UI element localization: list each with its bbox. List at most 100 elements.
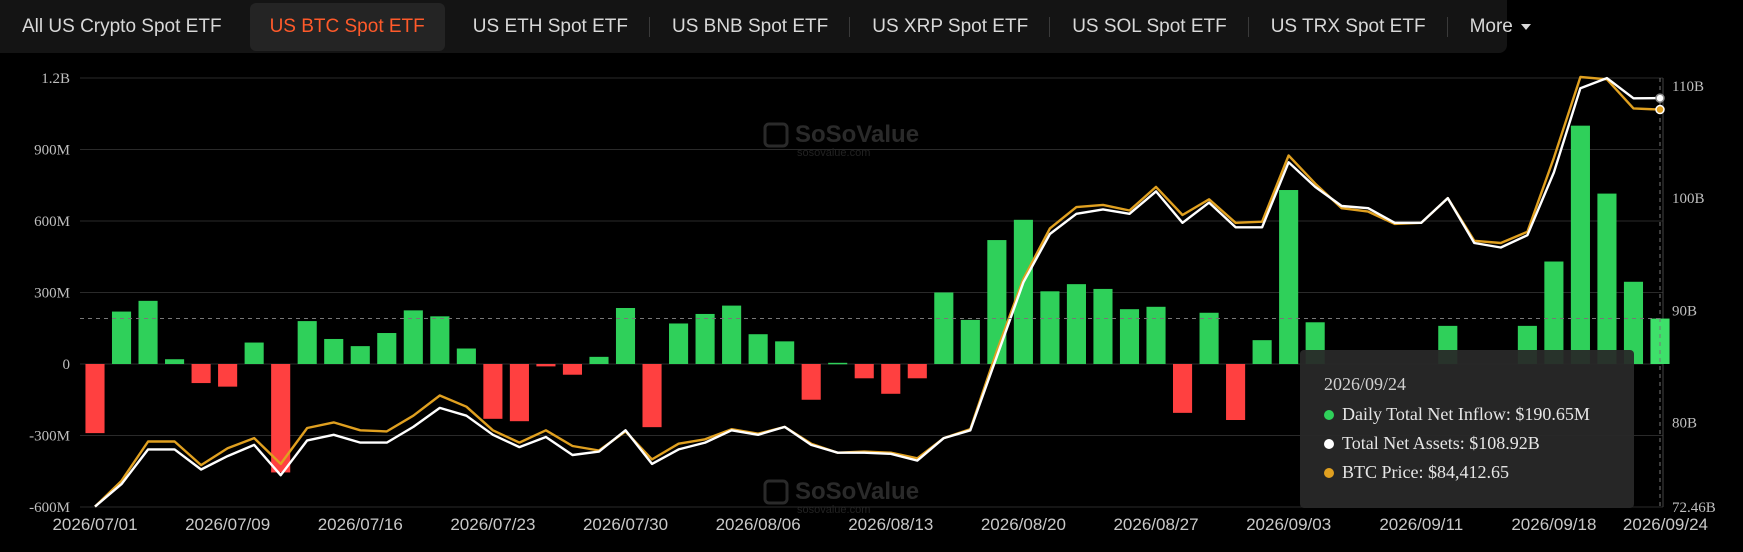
left-axis-tick: 600M: [34, 214, 70, 230]
more-dropdown[interactable]: More: [1448, 3, 1553, 51]
tab-us-bnb-spot-etf[interactable]: US BNB Spot ETF: [650, 3, 851, 51]
bar-19[interactable]: [589, 356, 609, 364]
bar-15[interactable]: [483, 364, 503, 419]
right-axis-tick: 72.46B: [1672, 500, 1716, 516]
x-axis-tick: 2026/09/03: [1246, 515, 1331, 534]
bar-55[interactable]: [1544, 261, 1564, 364]
inflow-dot-icon: [1324, 409, 1334, 420]
bar-28[interactable]: [828, 362, 848, 365]
bar-43[interactable]: [1226, 364, 1246, 421]
bar-0[interactable]: [85, 364, 105, 434]
tab-us-btc-spot-etf[interactable]: US BTC Spot ETF: [249, 2, 445, 51]
watermark-brand: SoSoValue: [795, 121, 919, 148]
watermark-site: sosovalue.com: [797, 504, 870, 516]
bar-17[interactable]: [536, 364, 556, 367]
bar-25[interactable]: [748, 334, 768, 364]
bar-33[interactable]: [960, 319, 980, 364]
bar-series: [85, 125, 1670, 473]
bar-24[interactable]: [722, 305, 742, 364]
bar-3[interactable]: [165, 359, 185, 364]
right-axis-tick: 90B: [1672, 303, 1697, 319]
bar-56[interactable]: [1570, 125, 1590, 365]
tab-us-eth-spot-etf[interactable]: US ETH Spot ETF: [451, 3, 651, 51]
x-axis-tick: 2026/08/06: [716, 515, 801, 534]
bar-32[interactable]: [934, 292, 954, 365]
tooltip-price-text: BTC Price: $84,412.65: [1342, 462, 1509, 482]
tab-all-us-crypto-spot-etf[interactable]: All US Crypto Spot ETF: [22, 15, 222, 37]
bar-41[interactable]: [1172, 364, 1193, 413]
tab-us-trx-spot-etf[interactable]: US TRX Spot ETF: [1249, 3, 1448, 51]
bar-22[interactable]: [669, 323, 689, 364]
chart-tooltip: 2026/09/24 Daily Total Net Inflow: $190.…: [1300, 350, 1634, 508]
x-axis-tick: 2026/07/09: [185, 515, 270, 534]
x-axis-tick: 2026/07/16: [318, 515, 403, 534]
tab-us-sol-spot-etf[interactable]: US SOL Spot ETF: [1050, 3, 1249, 51]
bar-13[interactable]: [430, 316, 450, 364]
bar-4[interactable]: [191, 364, 211, 384]
hover-overlay: [80, 78, 1665, 507]
tooltip-row-inflow: Daily Total Net Inflow: $190.65M: [1324, 404, 1590, 425]
bar-18[interactable]: [562, 364, 583, 375]
left-axis-tick: -300M: [29, 429, 70, 445]
bar-8[interactable]: [297, 321, 317, 364]
more-label: More: [1469, 15, 1513, 37]
bar-14[interactable]: [456, 348, 476, 364]
bar-6[interactable]: [244, 342, 264, 364]
bar-1[interactable]: [111, 311, 132, 364]
bar-21[interactable]: [642, 364, 662, 428]
bar-10[interactable]: [350, 346, 370, 364]
bar-20[interactable]: [615, 307, 636, 364]
bar-59[interactable]: [1650, 318, 1670, 364]
bar-12[interactable]: [403, 310, 423, 364]
tooltip-inflow-text: Daily Total Net Inflow: $190.65M: [1342, 404, 1590, 424]
total-net-assets-line: [94, 76, 1661, 508]
right-axis-tick: 100B: [1672, 191, 1705, 207]
sosovalue-logo-icon: [763, 479, 789, 505]
bar-29[interactable]: [854, 364, 874, 379]
bar-2[interactable]: [138, 300, 158, 364]
bar-37[interactable]: [1066, 284, 1086, 364]
left-axis-tick: -600M: [29, 500, 70, 516]
bar-44[interactable]: [1252, 340, 1272, 364]
assets-marker: [1655, 93, 1665, 103]
assets-dot-icon: [1324, 438, 1334, 449]
bar-34[interactable]: [987, 240, 1007, 364]
x-axis-tick: 2026/07/01: [52, 515, 137, 534]
tooltip-row-assets: Total Net Assets: $108.92B: [1324, 433, 1540, 454]
bar-58[interactable]: [1623, 281, 1644, 364]
bar-27[interactable]: [801, 364, 821, 400]
axis-labels: 1.2B 900M 600M 300M 0 -300M -600M 110B 100B 90B 80…: [29, 71, 1716, 534]
left-axis-tick: 0: [63, 357, 71, 373]
x-axis-tick: 2026/09/24: [1623, 515, 1708, 534]
bar-36[interactable]: [1040, 291, 1060, 364]
x-axis-tick: 2026/09/11: [1379, 515, 1463, 534]
left-axis-tick: 900M: [34, 143, 70, 159]
bar-16[interactable]: [509, 364, 529, 422]
etf-tab-bar: All US Crypto Spot ETF US BTC Spot ETF US …: [0, 0, 1531, 53]
bar-38[interactable]: [1093, 288, 1113, 364]
watermark-brand: SoSoValue: [795, 478, 919, 505]
x-axis-tick: 2026/07/23: [450, 515, 535, 534]
bar-5[interactable]: [218, 364, 238, 387]
bar-23[interactable]: [695, 313, 715, 364]
bar-30[interactable]: [881, 364, 901, 394]
bar-39[interactable]: [1119, 309, 1140, 364]
bar-40[interactable]: [1146, 306, 1166, 364]
tab-us-xrp-spot-etf[interactable]: US XRP Spot ETF: [850, 3, 1051, 51]
bar-7[interactable]: [271, 364, 291, 473]
left-axis-tick: 300M: [34, 286, 70, 302]
bar-42[interactable]: [1199, 312, 1219, 364]
bar-35[interactable]: [1013, 219, 1033, 364]
bar-9[interactable]: [324, 338, 344, 364]
bar-31[interactable]: [907, 364, 927, 379]
bar-11[interactable]: [377, 333, 397, 364]
tooltip-assets-text: Total Net Assets: $108.92B: [1342, 433, 1540, 453]
watermark-site: sosovalue.com: [797, 147, 870, 159]
x-axis-tick: 2026/08/27: [1113, 515, 1198, 534]
x-axis-tick: 2026/08/20: [981, 515, 1066, 534]
price-dot-icon: [1324, 467, 1334, 478]
bar-57[interactable]: [1597, 193, 1617, 364]
bar-45[interactable]: [1279, 190, 1299, 364]
bar-26[interactable]: [775, 341, 795, 364]
